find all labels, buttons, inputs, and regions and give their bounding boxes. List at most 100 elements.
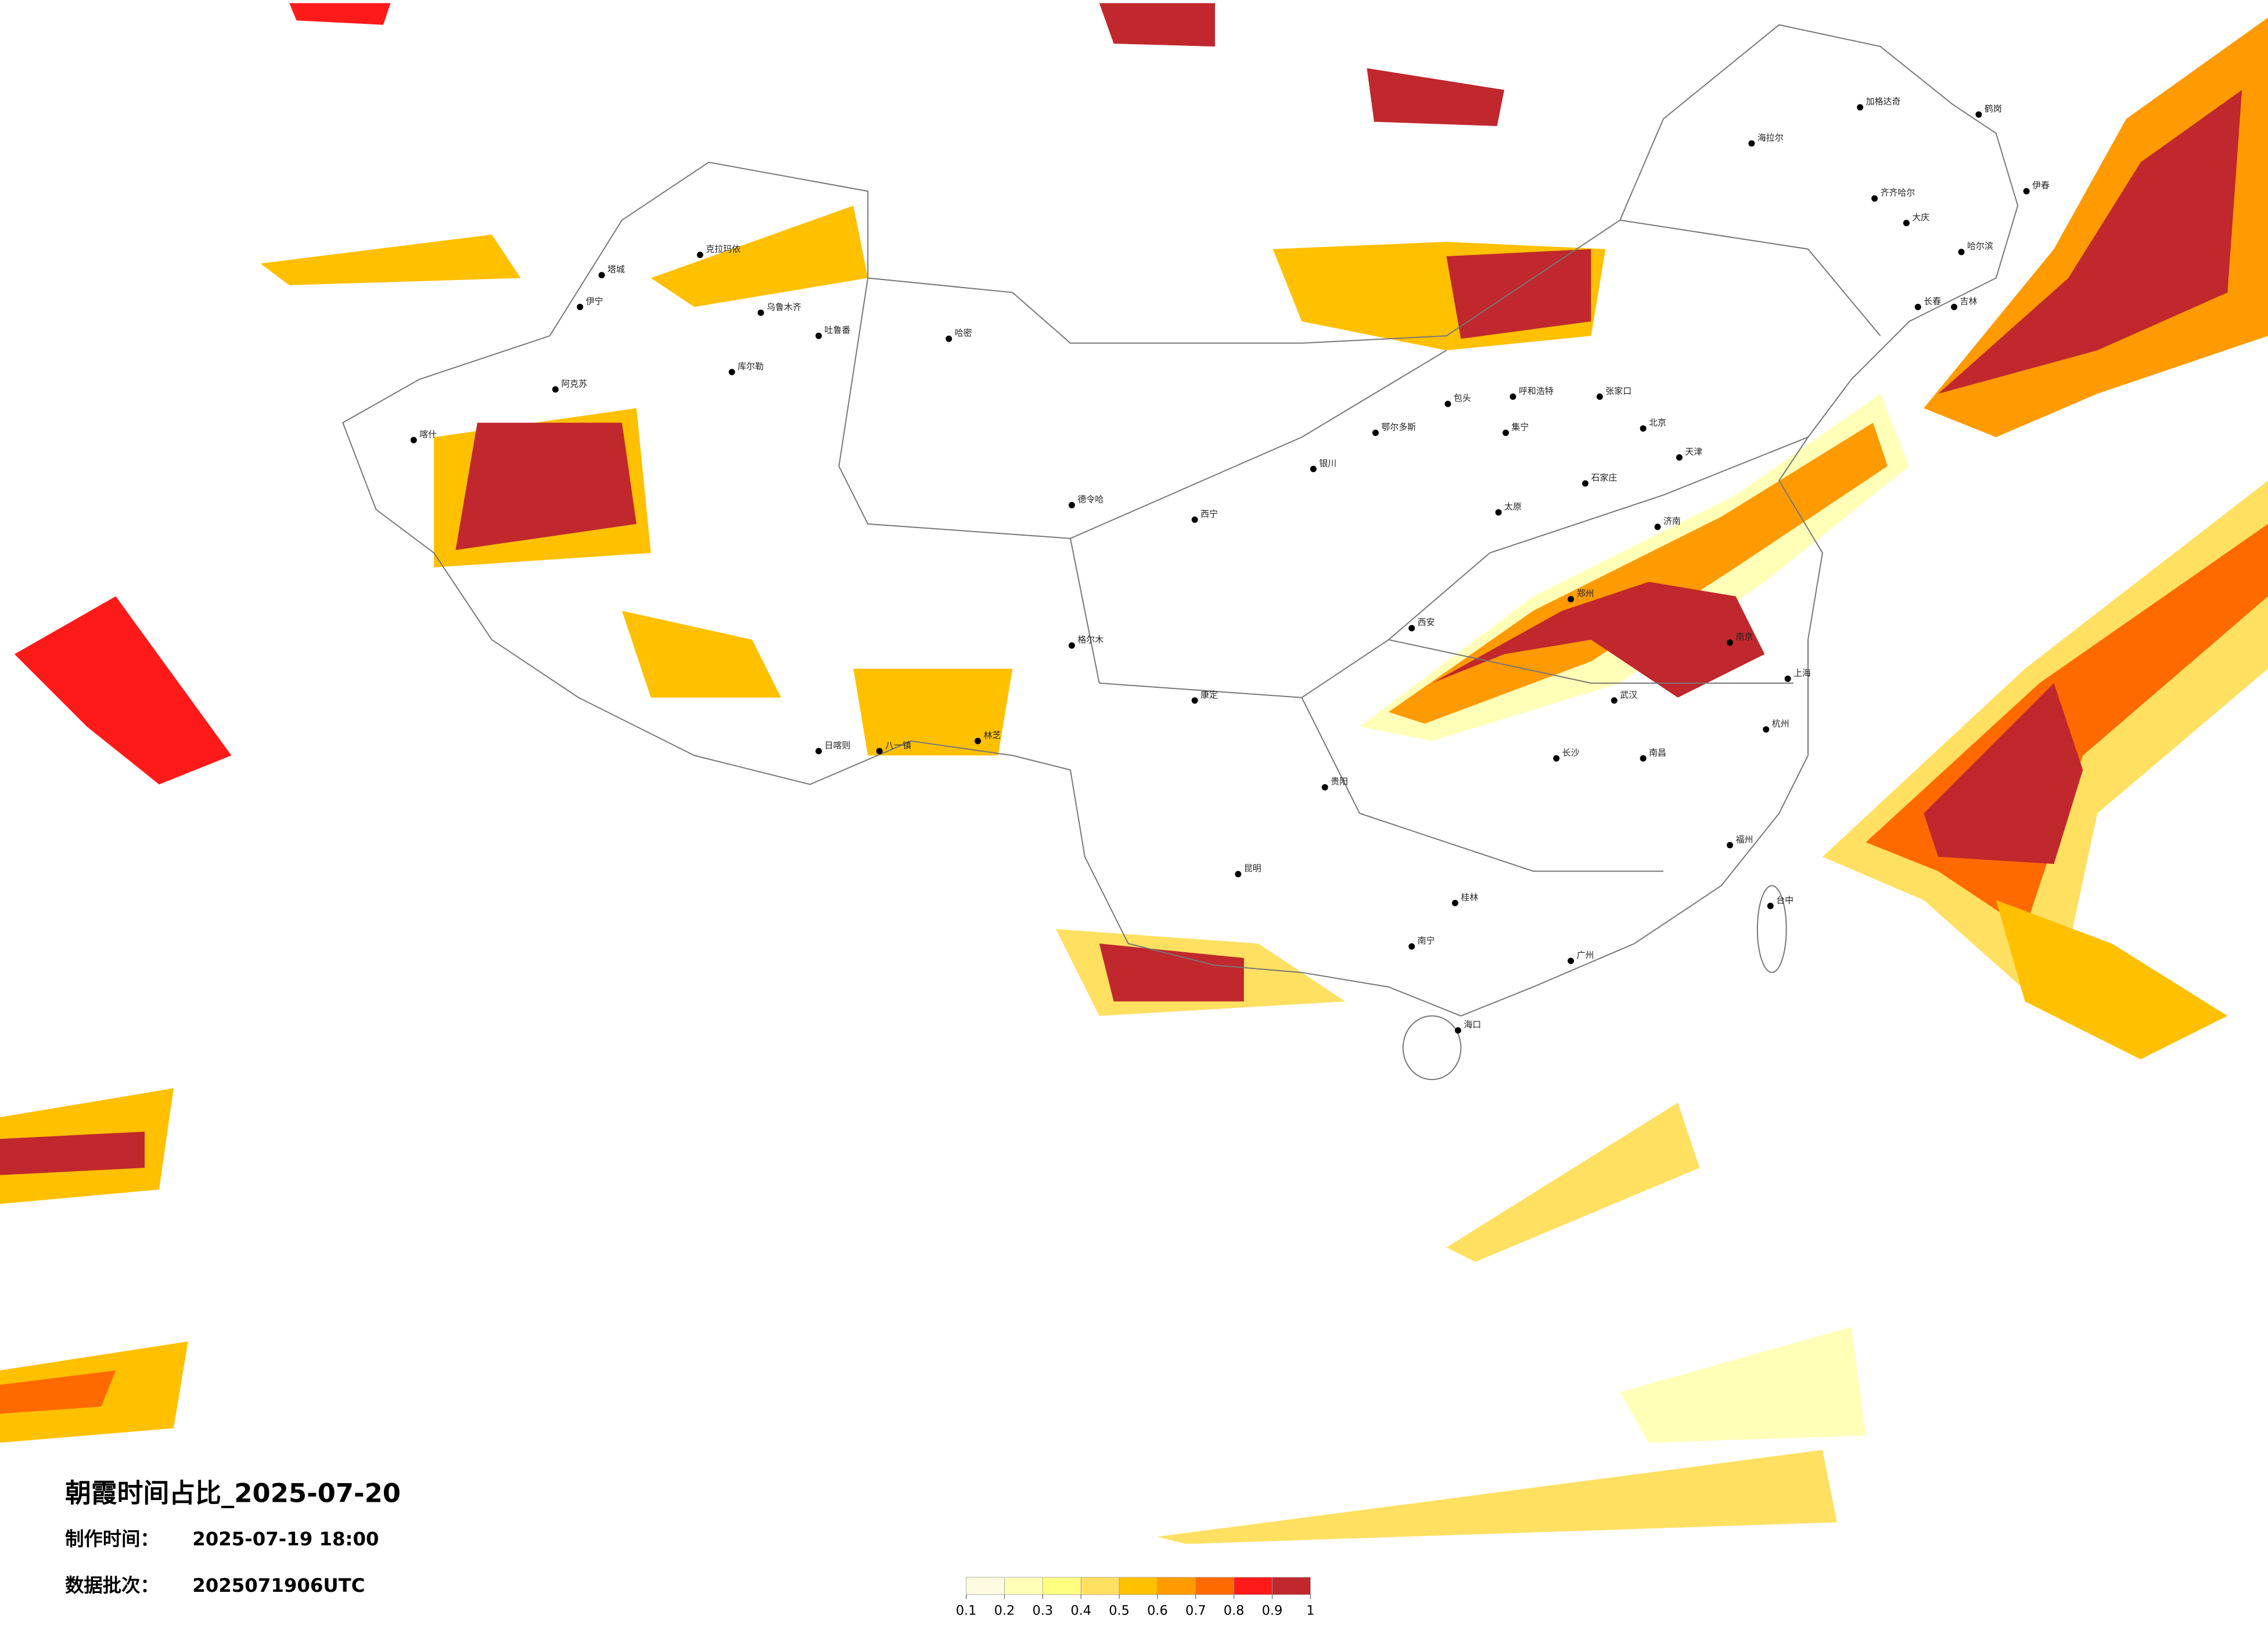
city-dot [1640,755,1647,762]
legend-tick-label: 0.6 [1147,1603,1168,1619]
city-label: 银川 [1319,458,1336,468]
legend-tick-label: 0.3 [1033,1603,1054,1619]
heat-area [1446,249,1591,339]
heat-area [1996,900,2228,1060]
city-dot [598,272,605,279]
city-label: 库尔勒 [738,361,764,371]
city-label: 贵阳 [1331,776,1348,787]
city-dot [1408,943,1415,950]
legend-tick-label: 0.8 [1224,1603,1245,1619]
city-dot [1676,454,1683,461]
city-dot [1914,303,1921,310]
city-label: 哈密 [955,328,972,338]
city-dot [1454,1027,1461,1034]
city-dot [1310,465,1317,472]
heat-layer [0,3,2268,1544]
city-dot [1568,957,1575,964]
city-label: 杭州 [1772,719,1789,729]
city-label: 济南 [1663,516,1681,526]
city-dot [577,303,584,310]
city-dot [1903,220,1910,227]
city-dot [1727,842,1734,849]
heat-area [1938,89,2242,394]
city-label: 哈尔滨 [1967,241,1993,252]
heat-area [621,611,781,698]
city-dot [1503,429,1509,436]
city-dot [1568,595,1575,602]
heat-area [1099,3,1215,47]
legend-swatch [1119,1577,1158,1595]
city-label: 南京 [1736,631,1753,642]
city-label: 福州 [1736,834,1753,845]
city-dot [1640,425,1647,432]
city-label: 乌鲁木齐 [767,302,801,312]
heat-area [14,596,232,785]
city-label: 日喀则 [825,740,851,751]
city-dot [1654,523,1661,530]
city-dot [728,368,735,375]
legend-swatch [1272,1577,1311,1595]
city-dot [552,386,559,393]
heat-area [289,3,391,25]
city-dot [1068,642,1075,649]
city-dot [1444,400,1451,407]
city-dot [1975,111,1982,118]
heat-area [853,668,1013,756]
city-label: 包头 [1454,393,1471,403]
city-label: 台中 [1776,895,1793,905]
legend-swatch [1157,1577,1196,1595]
legend-tick-label: 0.1 [956,1603,977,1619]
city-label: 武汉 [1620,690,1637,700]
city-dot [1596,393,1603,400]
heat-area [455,422,637,550]
city-label: 昆明 [1244,863,1261,874]
city-label: 长春 [1924,296,1941,306]
city-dot [757,309,764,316]
city-dot [1767,902,1774,909]
city-dot [1191,697,1198,704]
city-dot [1495,509,1502,516]
legend-tick-label: 1 [1306,1603,1314,1619]
city-dot [1321,784,1328,791]
heat-area [1099,943,1244,1002]
city-dot [1068,502,1075,509]
made-time: 2025-07-19 18:00 [192,1528,379,1550]
hainan [1402,1015,1462,1081]
city-dot [1784,675,1791,682]
city-label: 克拉玛依 [706,244,741,254]
heat-area [1367,68,1505,127]
city-dot [1509,393,1516,400]
city-label: 吉林 [1960,296,1978,306]
city-dot [876,748,883,755]
legend: 0.1 0.2 0.3 0.4 0.5 0.6 0.7 0.8 0.9 1 [956,1577,1314,1619]
city-label: 喀什 [419,429,437,439]
city-label: 集宁 [1512,422,1529,432]
city-label: 阿克苏 [561,378,587,389]
city-dot [410,436,417,443]
city-dot [975,737,982,744]
city-dot [1408,625,1415,631]
city-dot [1191,516,1198,523]
city-label: 格尔木 [1077,634,1104,645]
city-label: 桂林 [1461,892,1478,902]
heat-area [1388,422,1888,724]
city-label: 德令哈 [1077,494,1104,505]
city-dot [1582,480,1588,487]
city-dot [1958,249,1965,256]
batch: 2025071906UTC [192,1574,365,1596]
city-dot [1857,104,1864,111]
heat-area [650,206,868,307]
city-label: 呼和浩特 [1519,386,1554,396]
city-label: 海拉尔 [1757,132,1784,143]
city-label: 广州 [1577,950,1594,960]
city-dot [1553,755,1560,762]
heat-area [0,1131,145,1175]
taiwan [1756,885,1787,973]
heat-area [1924,683,2083,864]
city-label: 郑州 [1577,588,1594,598]
city-dot [1235,871,1242,878]
city-label: 石家庄 [1591,472,1617,483]
legend-tick-label: 0.5 [1109,1603,1130,1619]
